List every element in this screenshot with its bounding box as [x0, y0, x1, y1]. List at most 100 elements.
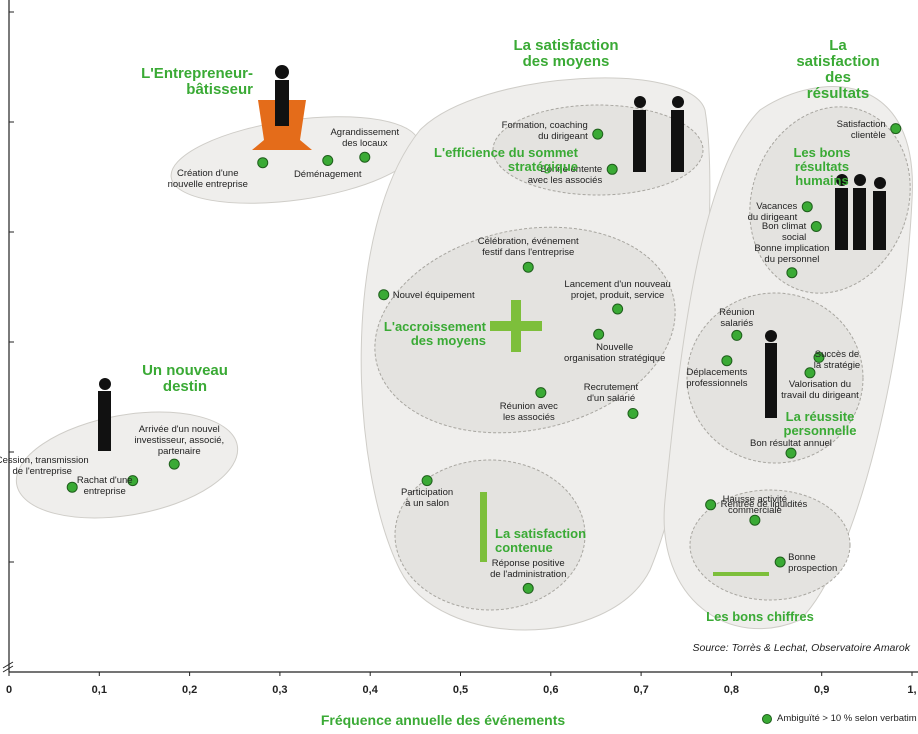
x-tick-label: 0,4 [362, 684, 378, 696]
sub-cluster [749, 106, 911, 294]
data-point [774, 556, 786, 568]
illustrations [98, 65, 886, 576]
x-tick-label: 0,3 [272, 684, 288, 696]
legend-swatch [762, 713, 772, 724]
cluster-title: L'accroissement des moyens [383, 319, 486, 348]
figure [672, 96, 684, 108]
data-point [535, 387, 547, 399]
point-label: Célébration, événement festif dans l'ent… [477, 236, 579, 259]
data-point [810, 221, 822, 232]
point-label: Rachat d'une entreprise [76, 474, 133, 497]
figure [854, 174, 866, 186]
cluster-title: Les bons résultats humains [793, 145, 851, 188]
point-label: Bonne implication du personnel [754, 242, 830, 265]
data-point [627, 408, 639, 419]
axis-break [2, 661, 14, 673]
point-label: Cession, transmission de l'entreprise [0, 455, 89, 478]
figure [874, 177, 886, 189]
legend-label: Ambiguïté > 10 % selon verbatim [777, 713, 917, 724]
cluster-title: L'efficience du sommet stratégique [434, 145, 578, 174]
point-label: Bonne prospection [788, 552, 838, 574]
x-tick-label: 0,1 [91, 684, 107, 696]
data-point [421, 475, 433, 487]
legend: Ambiguïté > 10 % selon verbatim [762, 713, 917, 724]
point-label: Réunion avec les associés [499, 400, 558, 423]
point-label: Création d'une nouvelle entreprise [167, 167, 248, 190]
point-label: Arrivée d'un nouvel investisseur, associ… [134, 424, 225, 458]
data-point [322, 155, 334, 166]
x-tick-label: 0,6 [543, 684, 559, 696]
plus [490, 321, 542, 331]
figure [765, 343, 777, 418]
cluster-title: La réussite personnelle [783, 409, 857, 438]
point-label: Succès de la stratégie [813, 349, 861, 372]
figure [835, 188, 848, 250]
data-point [801, 201, 813, 213]
point-label: Recrutement d'un salarié [583, 381, 639, 404]
figure [275, 65, 289, 79]
point-label: Nouvel équipement [392, 289, 475, 301]
data-point [522, 582, 534, 594]
data-point [731, 329, 743, 341]
point-label: Vacances du dirigeant [747, 200, 798, 223]
point-label: Déménagement [293, 168, 362, 180]
x-tick-label: 0 [5, 684, 13, 696]
figure [633, 110, 646, 172]
point-label: Déplacements professionnels [686, 366, 748, 389]
data-point [785, 447, 797, 459]
figure [853, 188, 866, 250]
figure [765, 330, 777, 342]
data-point [721, 355, 733, 367]
cluster-title: La satisfaction des résultats [796, 37, 880, 102]
point-label: Lancement d'un nouveau projet, produit, … [564, 279, 671, 301]
point-label: Agrandissement des locaux [330, 127, 400, 150]
data-point [359, 151, 371, 163]
point-label: Nouvelle organisation stratégique [563, 342, 666, 365]
figure [634, 96, 646, 108]
x-axis-label: Fréquence annuelle des événements [320, 712, 566, 728]
point-label: Hausse activité commerciale [722, 494, 788, 517]
x-tick-label: 0,2 [181, 684, 198, 696]
bar [480, 492, 487, 562]
data-point [749, 514, 761, 526]
figure [275, 80, 289, 126]
data-point [786, 267, 798, 279]
figure [98, 391, 111, 451]
point-label: Formation, coaching du dirigeant [501, 120, 588, 143]
data-point [593, 328, 605, 340]
figure [873, 191, 886, 250]
data-point [592, 128, 604, 140]
point-label: Bon résultat annuel [750, 438, 832, 450]
x-tick-label: 0,8 [723, 684, 740, 696]
cluster-title: Un nouveau destin [142, 362, 228, 395]
data-point [705, 499, 717, 511]
point-label: Réponse positive de l'administration [490, 558, 567, 581]
data-point [168, 458, 180, 470]
figure [836, 174, 848, 186]
data-point [378, 289, 390, 301]
point-label: Rentrée de liquidités [720, 498, 808, 510]
x-tick-label: 0,7 [633, 684, 649, 696]
source: Source: Torrès & Lechat, Observatoire Am… [692, 642, 911, 654]
data-point [606, 163, 618, 175]
cluster-title: Les bons chiffres [706, 609, 814, 624]
point-label: Bon climat social [761, 220, 807, 243]
point-label: Valorisation du travail du dirigeant [781, 378, 859, 401]
point-label: Réunion salariés [719, 307, 755, 330]
sub-cluster [492, 104, 704, 196]
figure [99, 378, 111, 390]
data-point [257, 157, 269, 169]
data-point [804, 367, 816, 379]
point-label: Participation à un salon [400, 486, 454, 509]
data-point [890, 123, 902, 135]
data-point [522, 261, 534, 273]
point-label: Bonne entente avec les associés [527, 164, 603, 187]
desk [713, 572, 769, 576]
data-point [127, 475, 139, 487]
cluster-title: La satisfaction des moyens [513, 37, 619, 70]
figure [671, 110, 684, 172]
data-point [813, 351, 825, 363]
data-point [66, 481, 78, 493]
